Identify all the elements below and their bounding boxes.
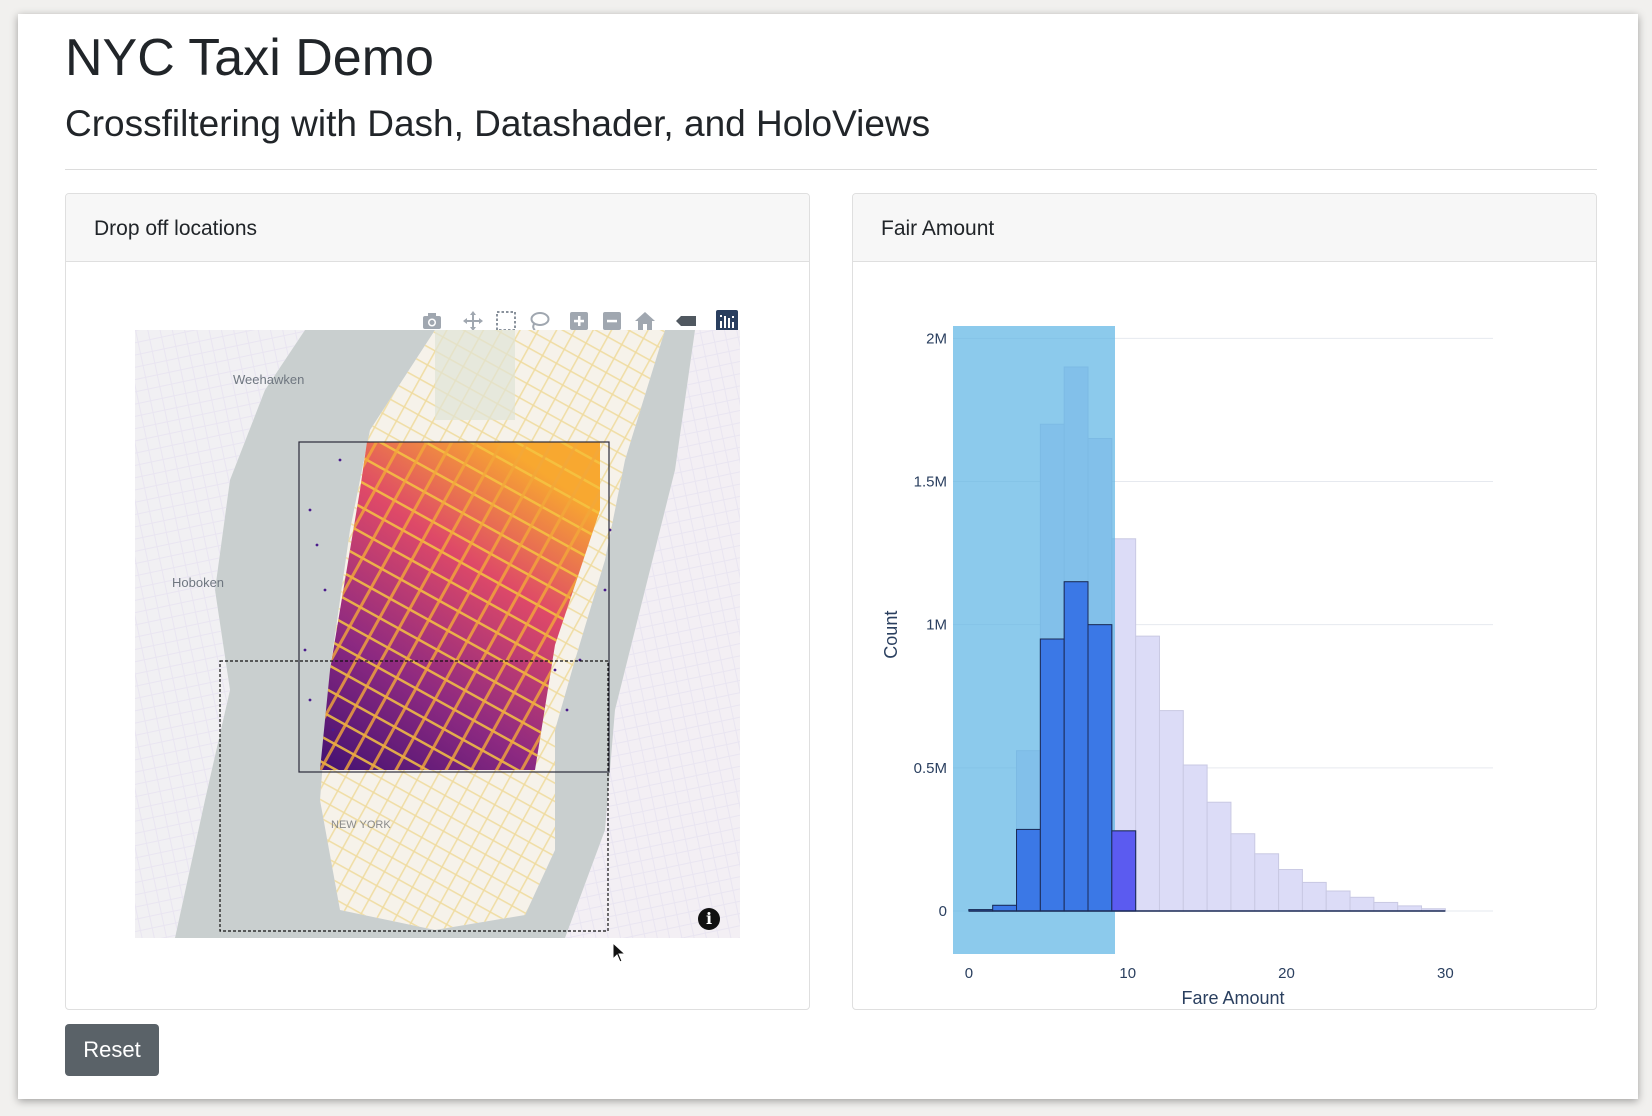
map-modebar [415, 307, 743, 335]
bar-total [1349, 896, 1375, 912]
zoom-out-icon[interactable] [595, 307, 628, 335]
bar-total [1182, 764, 1208, 912]
plotly-logo-icon[interactable] [710, 307, 743, 335]
fare-card-title: Fair Amount [853, 194, 1596, 262]
map-label-hoboken: Hoboken [172, 575, 224, 590]
y-tick-label: 2M [926, 330, 947, 347]
map-card: Drop off locations [65, 193, 810, 1010]
bar-total [1135, 635, 1160, 912]
bar-selected [1087, 624, 1113, 912]
map-card-title: Drop off locations [66, 194, 809, 262]
y-tick-label: 0 [939, 903, 947, 920]
info-icon[interactable]: i [698, 908, 720, 930]
bar-total [1325, 890, 1351, 912]
dropoff-map[interactable]: Weehawken Hoboken NEW YORK [135, 330, 740, 938]
bar-selected [992, 904, 1018, 912]
pan-icon[interactable] [456, 307, 489, 335]
x-axis-title: Fare Amount [1181, 988, 1284, 1008]
x-tick-label: 30 [1437, 965, 1454, 982]
reset-button[interactable]: Reset [65, 1024, 159, 1076]
page-title: NYC Taxi Demo [65, 29, 434, 87]
bar-total [1158, 710, 1184, 912]
map-label-weehawken: Weehawken [233, 372, 304, 387]
zoom-in-icon[interactable] [562, 307, 595, 335]
bar-total [1254, 853, 1280, 912]
page-subtitle: Crossfiltering with Dash, Datashader, an… [65, 103, 931, 144]
divider [65, 169, 1597, 170]
bar-total [1373, 901, 1399, 912]
x-tick-label: 10 [1119, 965, 1136, 982]
y-tick-label: 0.5M [914, 760, 947, 777]
bar-total [1278, 869, 1303, 912]
toggle-hover-icon[interactable] [669, 307, 702, 335]
home-icon[interactable] [628, 307, 661, 335]
bar-selected [1111, 830, 1137, 912]
bar-total [1230, 833, 1256, 912]
x-tick-label: 20 [1278, 965, 1295, 982]
map-label-new-york: NEW YORK [331, 819, 391, 831]
fare-card: Fair Amount 0 0.5M 1M 1.5M 2M 0 10 20 30 Fare Amo… [852, 193, 1597, 1010]
bar-total [1206, 801, 1232, 912]
y-axis-title: Count [881, 611, 901, 659]
y-tick-label: 1M [926, 617, 947, 634]
bar-selected [1039, 638, 1065, 912]
bar-selected [1016, 828, 1041, 912]
bar-selected [1063, 581, 1089, 912]
fare-histogram[interactable]: 0 0.5M 1M 1.5M 2M 0 10 20 30 Fare Amount Count [853, 264, 1598, 1009]
camera-icon[interactable] [415, 307, 448, 335]
page: NYC Taxi Demo Crossfiltering with Dash, … [18, 14, 1638, 1099]
map-graphic: Weehawken Hoboken NEW YORK [135, 330, 740, 938]
mouse-cursor-icon [612, 942, 627, 963]
x-tick-label: 0 [965, 965, 973, 982]
bar-total [1301, 881, 1327, 912]
y-tick-label: 1.5M [914, 474, 947, 491]
lasso-icon[interactable] [522, 307, 555, 335]
bar-total [1397, 905, 1423, 912]
